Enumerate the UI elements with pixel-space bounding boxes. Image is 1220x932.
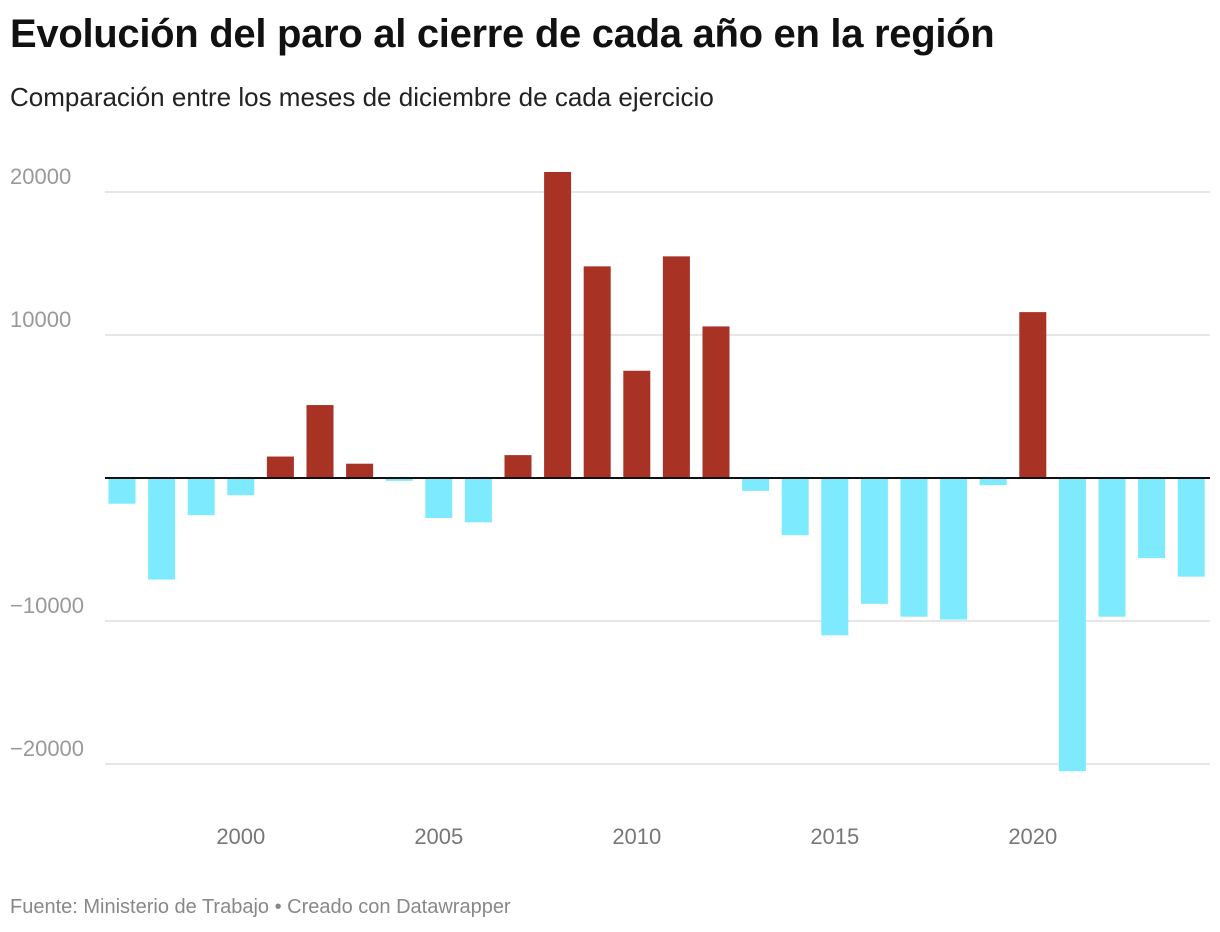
chart-title: Evolución del paro al cierre de cada año… [10, 12, 995, 56]
chart-subtitle: Comparación entre los meses de diciembre… [10, 82, 714, 112]
bar-2000 [227, 478, 255, 496]
bar-2018 [940, 478, 968, 620]
bar-2004 [385, 478, 413, 481]
bar-2010 [623, 370, 651, 478]
y-tick-label: −20000 [10, 736, 84, 761]
bar-2013 [742, 478, 770, 491]
y-tick-label: 10000 [10, 307, 71, 332]
bar-1997 [108, 478, 136, 504]
bar-2009 [583, 266, 611, 478]
bar-2011 [662, 256, 690, 478]
bar-2017 [900, 478, 928, 617]
y-tick-label: 20000 [10, 164, 71, 189]
bar-2007 [504, 455, 532, 478]
bar-2008 [544, 171, 572, 479]
bar-2023 [1138, 478, 1166, 559]
bar-2024 [1177, 478, 1205, 577]
bar-chart: 20000 10000 −10000 −20000 2000 2005 2010 2015 20… [10, 164, 1210, 849]
y-tick-label: −10000 [10, 593, 84, 618]
x-tick-label: 2000 [216, 824, 265, 849]
x-tick-label: 2015 [810, 824, 859, 849]
bar-2021 [1058, 478, 1086, 772]
bar-2001 [266, 456, 294, 478]
bar-2019 [979, 478, 1007, 486]
x-tick-label: 2010 [612, 824, 661, 849]
bar-2003 [346, 463, 374, 478]
bar-2014 [781, 478, 809, 536]
bar-2016 [860, 478, 888, 604]
x-tick-label: 2020 [1008, 824, 1057, 849]
bar-2012 [702, 326, 730, 478]
bar-2006 [464, 478, 492, 523]
bar-1998 [148, 478, 176, 580]
bar-2020 [1019, 312, 1047, 478]
bar-2002 [306, 405, 334, 478]
source-footer: Fuente: Ministerio de Trabajo • Creado c… [10, 896, 511, 918]
bar-2015 [821, 478, 849, 636]
x-tick-label: 2005 [414, 824, 463, 849]
bar-1999 [187, 478, 215, 516]
bar-2022 [1098, 478, 1126, 617]
bar-2005 [425, 478, 453, 519]
